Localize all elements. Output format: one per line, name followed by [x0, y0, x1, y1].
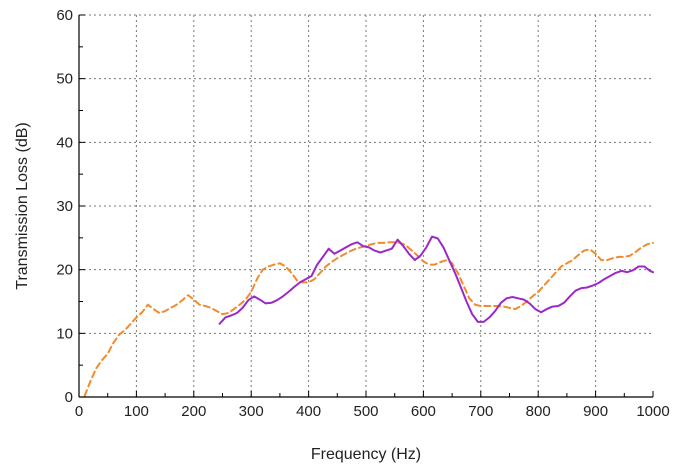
- x-tick-label-700: 700: [468, 403, 493, 420]
- y-tick-label-40: 40: [56, 134, 73, 151]
- x-tick-label-1000: 1000: [636, 403, 669, 420]
- x-tick-label-800: 800: [526, 403, 551, 420]
- y-tick-label-50: 50: [56, 71, 73, 88]
- x-tick-label-500: 500: [353, 403, 378, 420]
- y-tick-label-20: 20: [56, 262, 73, 279]
- data-series: [83, 235, 654, 397]
- y-tick-label-30: 30: [56, 198, 73, 215]
- y-tick-label-10: 10: [56, 325, 73, 342]
- y-tick-label-0: 0: [65, 389, 73, 406]
- x-tick-label-900: 900: [583, 403, 608, 420]
- y-tick-label-60: 60: [56, 7, 73, 24]
- axes: [78, 14, 654, 398]
- series-line-2: [218, 235, 654, 325]
- series-line-1: [83, 241, 654, 397]
- y-axis-title: Transmission Loss (dB): [14, 122, 31, 289]
- x-tick-label-200: 200: [181, 403, 206, 420]
- x-axis-title: Frequency (Hz): [311, 446, 421, 463]
- x-tick-label-400: 400: [296, 403, 321, 420]
- tick-labels: 0 100 200 300 400 500 600 700 800 900 1000 0 10 20 30 4…: [56, 7, 669, 420]
- x-tick-label-0: 0: [75, 403, 83, 420]
- grid-lines: [79, 14, 653, 397]
- x-tick-label-600: 600: [411, 403, 436, 420]
- x-tick-label-100: 100: [124, 403, 149, 420]
- x-tick-label-300: 300: [239, 403, 264, 420]
